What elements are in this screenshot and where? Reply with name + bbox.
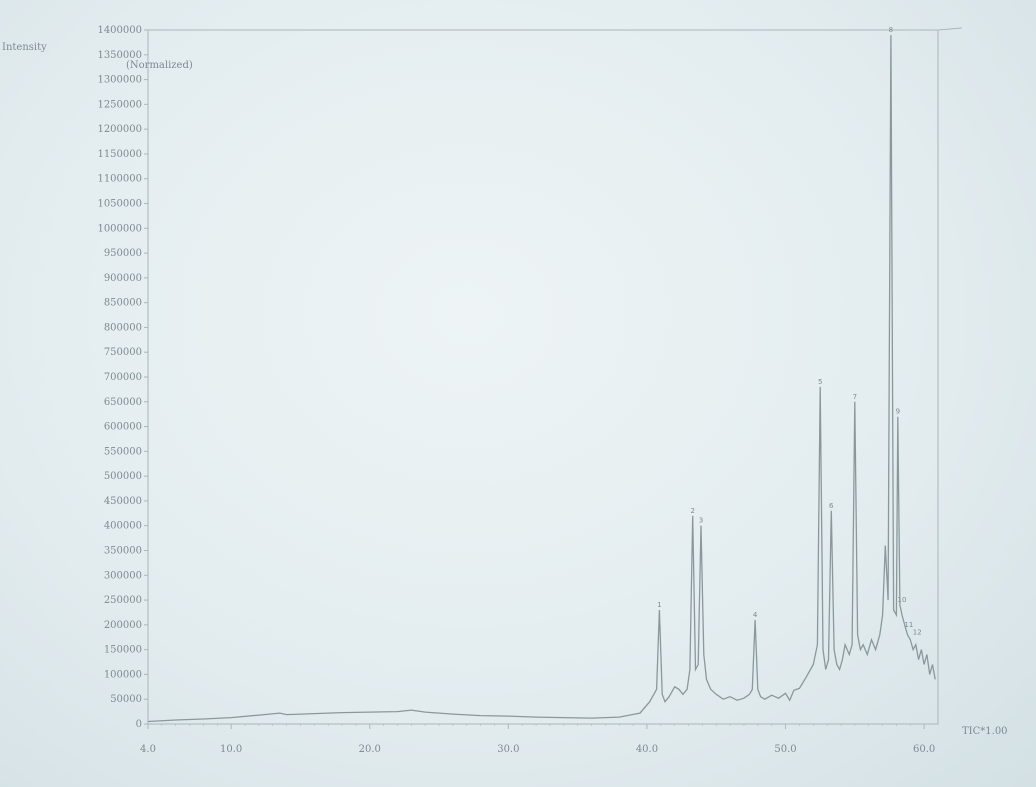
y-axis-label: Intensity [2, 42, 47, 53]
peak-label: 5 [818, 378, 822, 386]
y-tick-label: 700000 [104, 372, 142, 383]
y-tick-label: 1350000 [97, 50, 142, 61]
x-tick-label: 60.0 [913, 744, 935, 755]
peak-label: 8 [889, 26, 893, 34]
y-tick-label: 950000 [104, 248, 142, 259]
y-tick-label: 1250000 [97, 99, 142, 110]
y-tick-label: 1400000 [97, 25, 142, 36]
normalized-label: (Normalized) [126, 60, 193, 71]
y-tick-label: 1000000 [97, 223, 142, 234]
y-tick-label: 150000 [104, 645, 142, 656]
y-tick-label: 400000 [104, 521, 142, 532]
y-tick-label: 50000 [110, 694, 142, 705]
y-tick-label: 850000 [104, 298, 142, 309]
tic-trace [147, 34, 936, 723]
y-tick-label: 1150000 [97, 149, 142, 160]
peak-label: 4 [753, 611, 758, 619]
y-tick-label: 900000 [104, 273, 142, 284]
y-tick-label: 600000 [104, 422, 142, 433]
y-tick-label: 350000 [104, 546, 142, 557]
y-tick-label: 1050000 [97, 199, 142, 210]
y-tick-label: 1200000 [97, 124, 142, 135]
trace-label: TIC*1.00 [962, 726, 1008, 737]
x-tick-label: 50.0 [774, 744, 796, 755]
peak-label: 6 [829, 502, 834, 510]
peak-label: 10 [898, 596, 907, 604]
frame-corner [937, 27, 963, 31]
peak-label: 9 [896, 408, 900, 416]
x-tick-label: 40.0 [636, 744, 658, 755]
y-tick-label: 500000 [104, 471, 142, 482]
peak-label: 11 [904, 621, 913, 629]
y-tick-label: 100000 [104, 669, 142, 680]
y-tick-label: 800000 [104, 322, 142, 333]
peak-label: 3 [699, 517, 703, 525]
peak-label: 12 [913, 628, 922, 636]
x-tick-label: 30.0 [497, 744, 519, 755]
y-tick-label: 1300000 [97, 75, 142, 86]
peak-label: 1 [657, 601, 661, 609]
x-tick-label: 4.0 [140, 744, 156, 755]
y-tick-label: 1100000 [97, 174, 142, 185]
y-tick-label: 200000 [104, 620, 142, 631]
y-tick-label: 300000 [104, 570, 142, 581]
peak-label: 2 [690, 507, 694, 515]
y-tick-label: 550000 [104, 446, 142, 457]
x-tick-label: 20.0 [359, 744, 381, 755]
y-tick-label: 750000 [104, 347, 142, 358]
peak-label: 7 [853, 393, 857, 401]
y-tick-label: 250000 [104, 595, 142, 606]
y-tick-label: 650000 [104, 397, 142, 408]
x-tick-label: 10.0 [220, 744, 242, 755]
y-tick-label: 450000 [104, 496, 142, 507]
y-tick-label: 0 [136, 719, 142, 730]
